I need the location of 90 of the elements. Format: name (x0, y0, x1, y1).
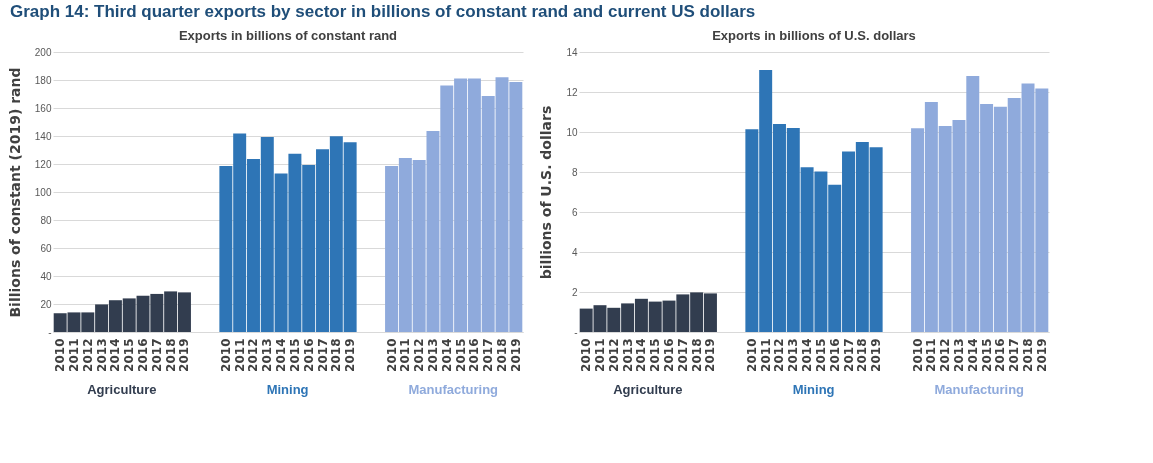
text: Mining (266, 382, 309, 397)
text: Agriculture (613, 382, 683, 397)
x-tick-label: 2012 (938, 338, 953, 372)
x-tick-label: 2010 (53, 338, 68, 372)
x-tick-label: 2010 (218, 338, 233, 372)
x-tick-label: 2010 (744, 338, 759, 372)
x-tick-label: 2017 (675, 338, 690, 372)
x-tick-label: 2014 (439, 338, 454, 372)
x-tick-label: 2016 (662, 338, 677, 372)
x-tick-label: 2010 (579, 338, 594, 372)
y-tick-label: 20 (40, 298, 52, 310)
x-tick-label: 2012 (606, 338, 621, 372)
y-tick-label: 14 (566, 46, 578, 58)
x-tick-label: 2011 (592, 338, 607, 372)
x-tick-label: 2019 (508, 338, 523, 372)
x-tick-label: 2013 (260, 338, 275, 372)
y-tick-label: 180 (34, 74, 52, 86)
x-tick-label: 2017 (315, 338, 330, 372)
x-tick-label: 2015 (287, 338, 302, 372)
chart-title: Exports in billions of U.S. dollars (712, 28, 916, 43)
x-tick-label: 2015 (648, 338, 663, 372)
x-tick-label: 2012 (80, 338, 95, 372)
x-tick-label: 2017 (1007, 338, 1022, 372)
x-tick-label: 2013 (620, 338, 635, 372)
y-tick-label: 160 (34, 102, 52, 114)
x-tick-label: 2014 (965, 338, 980, 372)
x-tick-label: 2017 (841, 338, 856, 372)
x-tick-label: 2018 (855, 338, 870, 372)
x-tick-label: 2015 (813, 338, 828, 372)
x-tick-label: 2011 (758, 338, 773, 372)
x-tick-label: 2019 (177, 338, 192, 372)
x-tick-label: 2016 (993, 338, 1008, 372)
caption: Graph 14: Third quarter exports by sector in billions of constant rand and current US dollars (10, 2, 756, 21)
x-tick-label: 2018 (329, 338, 344, 372)
x-tick-label: 2013 (425, 338, 440, 372)
x-tick-label: 2011 (232, 338, 247, 372)
y-tick-label: 80 (40, 214, 52, 226)
x-tick-label: 2012 (772, 338, 787, 372)
x-tick-label: 2016 (827, 338, 842, 372)
x-tick-label: 2016 (136, 338, 151, 372)
x-tick-label: 2015 (979, 338, 994, 372)
x-tick-label: 2015 (122, 338, 137, 372)
x-tick-label: 2014 (108, 338, 123, 372)
x-tick-label: 2014 (800, 338, 815, 372)
x-tick-label: 2011 (398, 338, 413, 372)
y-tick-label: - (48, 326, 52, 338)
y-tick-label: 8 (571, 166, 578, 178)
x-tick-label: 2014 (274, 338, 289, 372)
x-tick-label: 2014 (634, 338, 649, 372)
x-tick-label: 2010 (384, 338, 399, 372)
y-tick-label: 100 (34, 186, 52, 198)
x-tick-label: 2012 (246, 338, 261, 372)
x-tick-label: 2013 (94, 338, 109, 372)
y-tick-label: 60 (40, 242, 52, 254)
y-tick-label: 200 (34, 46, 52, 58)
y-tick-label: 40 (40, 270, 52, 282)
x-tick-label: 2018 (689, 338, 704, 372)
y-tick-label: 6 (571, 206, 578, 218)
x-tick-label: 2018 (1021, 338, 1036, 372)
y-tick-label: 12 (566, 86, 578, 98)
y-tick-label: 120 (34, 158, 52, 170)
y-tick-label: - (574, 326, 578, 338)
text: Manufacturing (408, 382, 499, 397)
x-tick-label: 2019 (703, 338, 718, 372)
x-tick-label: 2017 (481, 338, 496, 372)
x-tick-label: 2019 (343, 338, 358, 372)
x-tick-label: 2017 (149, 338, 164, 372)
x-tick-label: 2016 (301, 338, 316, 372)
x-tick-label: 2011 (66, 338, 81, 372)
x-tick-label: 2019 (869, 338, 884, 372)
y-tick-label: 4 (571, 246, 578, 258)
x-tick-label: 2010 (910, 338, 925, 372)
text: Manufacturing (934, 382, 1025, 397)
chart-title: Exports in billions of constant rand (178, 28, 398, 43)
x-tick-label: 2015 (453, 338, 468, 372)
y-tick-label: 140 (34, 130, 52, 142)
x-tick-label: 2019 (1034, 338, 1049, 372)
text: Mining (792, 382, 835, 397)
x-tick-label: 2012 (412, 338, 427, 372)
x-tick-label: 2011 (924, 338, 939, 372)
y-tick-label: 10 (566, 126, 578, 138)
x-tick-label: 2018 (163, 338, 178, 372)
x-tick-label: 2013 (951, 338, 966, 372)
x-tick-label: 2016 (467, 338, 482, 372)
x-tick-label: 2018 (495, 338, 510, 372)
y-axis-title: billions of U.S. dollars (538, 105, 555, 280)
x-tick-label: 2013 (786, 338, 801, 372)
y-axis-title: Billions of constant (2019) rand (6, 67, 23, 318)
text: Agriculture (87, 382, 157, 397)
y-tick-label: 2 (571, 286, 578, 298)
